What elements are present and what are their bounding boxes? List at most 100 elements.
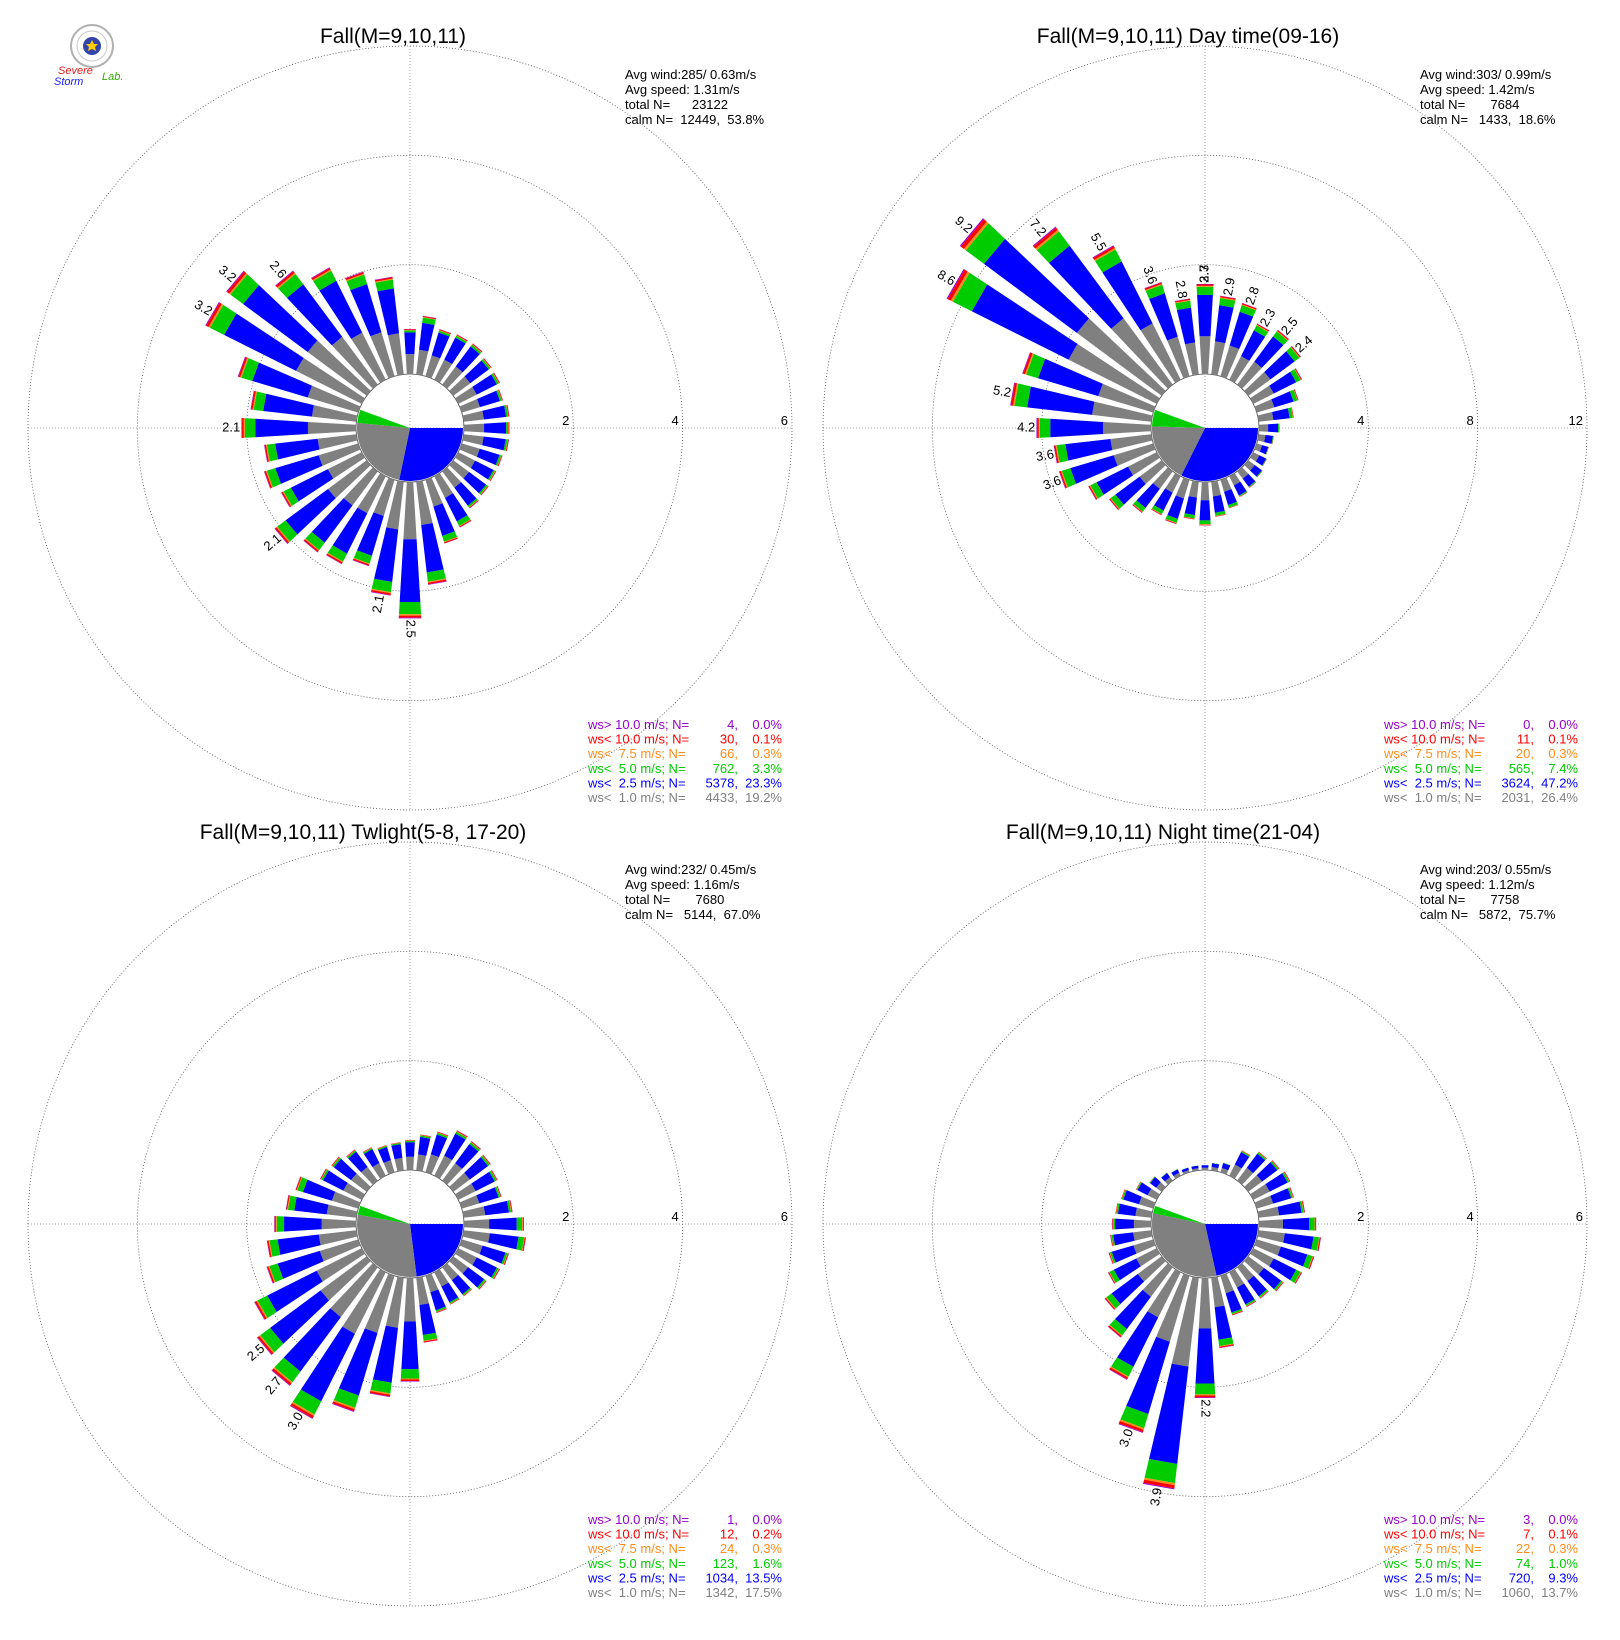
sector-segment [303, 539, 319, 553]
sector-segment [1194, 1383, 1216, 1395]
sector-segment [437, 1131, 449, 1137]
sector-segment [1219, 1345, 1234, 1349]
sector-segment [443, 536, 458, 543]
sector-segment [1257, 1206, 1280, 1218]
sector-segment [1175, 299, 1191, 304]
sector-segment [497, 389, 503, 401]
sector-segment [523, 1237, 527, 1252]
sector-segment [316, 1248, 365, 1282]
stat-avg-wind: Avg wind:285/ 0.63m/s [625, 67, 757, 82]
calm-pie-slice-blue [1181, 428, 1258, 481]
sector-segment [404, 329, 416, 330]
sector-segment [1104, 1298, 1115, 1310]
sector-segment [504, 405, 509, 417]
sector-segment [1271, 435, 1274, 445]
sector-segment [1113, 1218, 1116, 1230]
sector-bar [1110, 1230, 1153, 1247]
sector-bar [1010, 382, 1153, 422]
sector-segment [442, 531, 458, 542]
sector-segment [1116, 1203, 1120, 1214]
sector-segment [1171, 1276, 1199, 1367]
sector-segment [303, 540, 318, 553]
sector-segment [1116, 1203, 1119, 1214]
sector-segment [1094, 247, 1116, 262]
sector-segment [267, 1266, 275, 1284]
sector-segment [1055, 445, 1060, 463]
sector-segment [509, 1200, 512, 1213]
sector-bar [352, 477, 395, 567]
sector-segment [1111, 1357, 1134, 1377]
sector-segment [294, 1196, 329, 1215]
sector-bar [1244, 460, 1263, 478]
sector-segment [371, 588, 391, 594]
sector-segment [1277, 329, 1290, 340]
legend-count: 66, [720, 746, 738, 761]
sector-bar [346, 1149, 378, 1185]
sector-bar [1254, 389, 1299, 413]
sector-bar [425, 1131, 449, 1175]
sector-segment [373, 477, 395, 517]
sector-segment [274, 1357, 301, 1383]
sector-segment [1199, 520, 1211, 525]
sector-bar [1109, 1269, 1181, 1380]
sector-segment [370, 591, 391, 596]
sector-segment [1088, 486, 1097, 500]
sector-segment [455, 1143, 479, 1169]
sector-segment [1236, 1283, 1255, 1305]
sector-segment [311, 405, 358, 422]
legend-pct: 0.3% [1548, 1541, 1578, 1556]
sector-segment [275, 270, 294, 287]
sector-segment [406, 1156, 414, 1171]
legend-pct: 13.5% [745, 1570, 782, 1585]
sector-bar [946, 268, 1160, 404]
sector-segment [1165, 515, 1178, 523]
sector-segment [1194, 1395, 1216, 1398]
legend-label: ws< 10.0 m/s; N= [1383, 1527, 1485, 1542]
sector-segment [1254, 443, 1263, 452]
sector-segment [459, 443, 480, 457]
sector-segment [1228, 504, 1239, 509]
sector-segment [333, 1158, 357, 1181]
sector-segment [506, 1200, 512, 1213]
legend-count: 1060, [1501, 1585, 1534, 1600]
sector-segment [1256, 324, 1269, 333]
sector-segment [468, 499, 479, 508]
range-ring [822, 45, 1588, 811]
sector-segment [371, 589, 391, 596]
legend-pct: 0.3% [752, 1541, 782, 1556]
sector-segment [423, 1340, 438, 1343]
sector-segment [435, 1306, 447, 1312]
stat-avg-wind: Avg wind:303/ 0.99m/s [1420, 67, 1552, 82]
sector-segment [333, 1400, 356, 1410]
sector-bar [331, 1156, 371, 1192]
legend-pct: 1.0% [1548, 1556, 1578, 1571]
sector-bar [1160, 1172, 1173, 1185]
sector-segment [1123, 1190, 1142, 1205]
sector-segment [426, 569, 446, 582]
sector-segment [362, 1147, 372, 1153]
sector-segment [350, 1173, 371, 1192]
sector-segment [506, 439, 510, 452]
sector-segment [343, 1182, 365, 1200]
sector-segment [1228, 504, 1239, 508]
sector-segment [1258, 424, 1269, 432]
sector-segment [1132, 504, 1143, 513]
legend-label: ws< 1.0 m/s; N= [587, 1585, 686, 1600]
sector-segment [476, 448, 500, 466]
sector-segment [1037, 418, 1039, 438]
legend-row: ws< 7.5 m/s; N= 22, 0.3% [1383, 1541, 1578, 1556]
sector-segment [483, 358, 492, 368]
legend-label: ws< 1.0 m/s; N= [1383, 1585, 1482, 1600]
sector-bar [1165, 477, 1190, 525]
sector-bar [1032, 226, 1173, 389]
sector-bar [1199, 481, 1211, 526]
sector-segment [281, 492, 290, 508]
legend-count: 11, [1517, 732, 1534, 747]
legend-row: ws< 2.5 m/s; N= 720, 9.3% [1383, 1570, 1578, 1585]
sector-segment [430, 1134, 448, 1158]
legend-count: 0, [1523, 717, 1534, 732]
sector-segment [1165, 473, 1181, 493]
sector-segment [462, 1206, 486, 1218]
sector-segment [226, 270, 245, 293]
